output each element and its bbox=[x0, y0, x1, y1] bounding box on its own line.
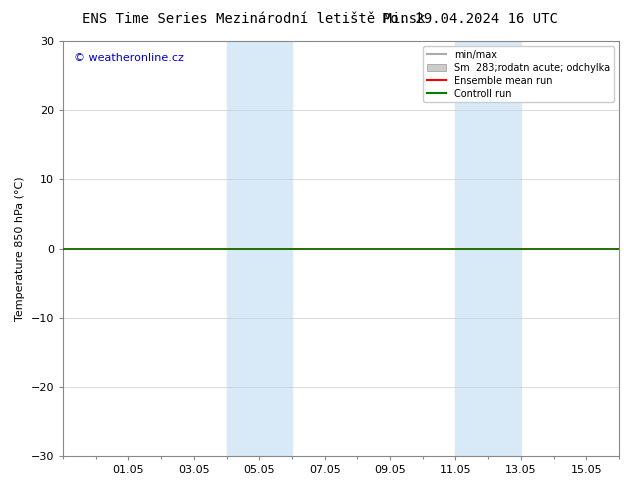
Bar bbox=[226, 41, 292, 456]
Text: Po. 29.04.2024 16 UTC: Po. 29.04.2024 16 UTC bbox=[382, 12, 558, 26]
Text: ENS Time Series Mezinárodní letiště Minsk: ENS Time Series Mezinárodní letiště Mins… bbox=[82, 12, 426, 26]
Legend: min/max, Sm  283;rodatn acute; odchylka, Ensemble mean run, Controll run: min/max, Sm 283;rodatn acute; odchylka, … bbox=[423, 46, 614, 102]
Y-axis label: Temperature 850 hPa (°C): Temperature 850 hPa (°C) bbox=[15, 176, 25, 321]
Bar bbox=[455, 41, 521, 456]
Text: © weatheronline.cz: © weatheronline.cz bbox=[74, 53, 184, 64]
